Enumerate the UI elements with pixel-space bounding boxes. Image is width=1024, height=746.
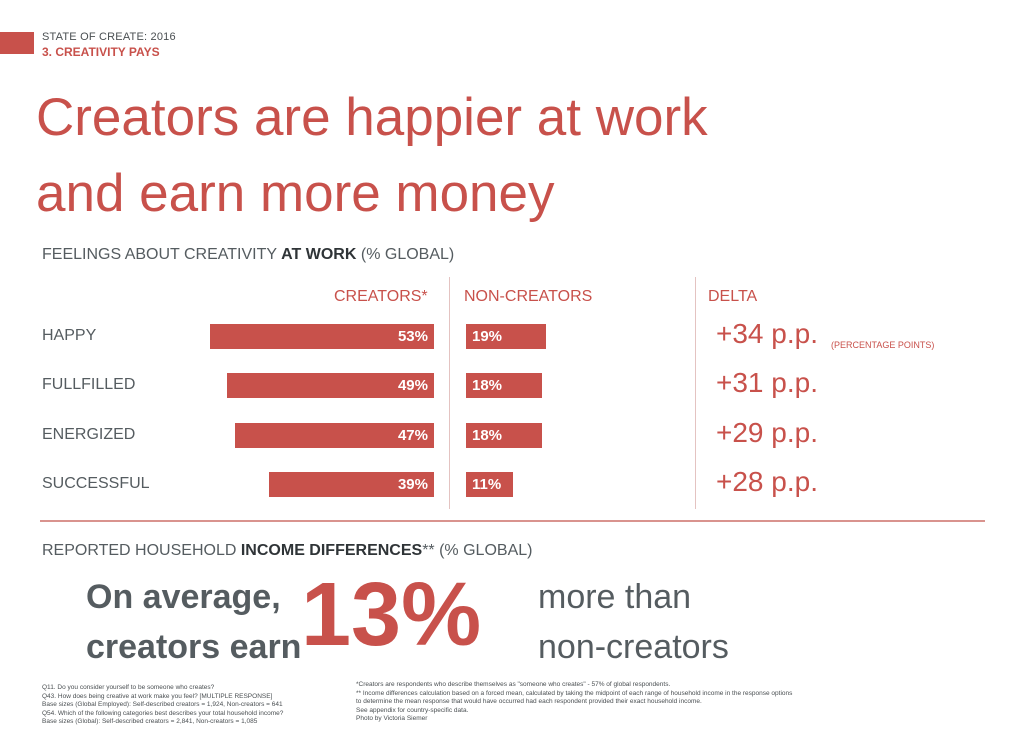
column-header-creators: CREATORS* xyxy=(334,288,428,305)
income-difference-value: 13% xyxy=(301,565,482,665)
column-header-noncreators: NON-CREATORS xyxy=(464,288,593,305)
feelings-bar-chart: HAPPY 53% 19% +34 p.p. FULLFILLED 49% 18% +31 p… xyxy=(42,318,818,497)
income-subtitle-pre: REPORTED HOUSEHOLD xyxy=(42,542,241,559)
bar-value-label: 18% xyxy=(472,427,503,444)
income-subtitle-bold: INCOME DIFFERENCES xyxy=(240,542,423,559)
bar-noncreators: 19% xyxy=(466,324,546,349)
footnotes-right: *Creators are respondents who describe t… xyxy=(356,681,792,724)
bar-value-label: 11% xyxy=(472,476,502,493)
bar-noncreators: 18% xyxy=(466,373,542,398)
income-subtitle: REPORTED HOUSEHOLD INCOME DIFFERENCES** … xyxy=(42,542,532,560)
section-divider xyxy=(40,520,985,522)
footnote-line: Base sizes (Global Employed): Self-descr… xyxy=(42,701,283,708)
income-right-line-2: non-creators xyxy=(538,628,729,666)
footnotes-left: Q11. Do you consider yourself to be some… xyxy=(42,684,283,727)
bar-value-label: 18% xyxy=(472,377,503,394)
delta-value: +29 p.p. xyxy=(716,417,818,448)
bar-creators: 53% xyxy=(210,324,434,349)
headline-line-2: and earn more money xyxy=(36,164,555,223)
footnote-line: *Creators are respondents who describe t… xyxy=(356,681,671,688)
footnote-line: Q54. Which of the following categories b… xyxy=(42,709,284,717)
row-label: ENERGIZED xyxy=(42,426,136,443)
row-label: HAPPY xyxy=(42,327,97,344)
bar-creators: 39% xyxy=(269,472,434,497)
bar-creators: 47% xyxy=(235,423,434,448)
bar-value-label: 47% xyxy=(397,427,428,444)
income-left-line-2: creators earn xyxy=(86,628,302,666)
row-label: FULLFILLED xyxy=(42,376,136,393)
delta-value: +34 p.p. xyxy=(716,318,818,349)
footnote-line: See appendix for country-specific data. xyxy=(356,706,469,714)
delta-value: +28 p.p. xyxy=(716,466,818,497)
feelings-subtitle-post: (% GLOBAL) xyxy=(356,246,455,263)
row-label: SUCCESSFUL xyxy=(42,475,150,492)
footnote-line: Q43. How does being creative at work mak… xyxy=(42,692,273,700)
column-header-delta: DELTA xyxy=(708,288,758,305)
header-accent-bar xyxy=(0,32,34,54)
column-divider xyxy=(695,277,696,509)
bar-value-label: 19% xyxy=(472,328,503,345)
bar-creators: 49% xyxy=(227,373,434,398)
footnote-line: Q11. Do you consider yourself to be some… xyxy=(42,684,215,691)
feelings-subtitle: FEELINGS ABOUT CREATIVITY AT WORK (% GLO… xyxy=(42,246,454,264)
income-subtitle-post: ** (% GLOBAL) xyxy=(422,542,533,559)
footnote-line: to determine the mean response that woul… xyxy=(356,698,702,705)
footnote-line: Base sizes (Global): Self-described crea… xyxy=(42,718,258,725)
feelings-subtitle-bold: AT WORK xyxy=(281,246,357,263)
bar-noncreators: 18% xyxy=(466,423,542,448)
feelings-subtitle-pre: FEELINGS ABOUT CREATIVITY xyxy=(42,246,282,263)
section-title: 3. CREATIVITY PAYS xyxy=(42,45,160,59)
bar-value-label: 53% xyxy=(397,328,428,345)
delta-unit-note: (PERCENTAGE POINTS) xyxy=(831,340,935,350)
bar-value-label: 49% xyxy=(397,377,428,394)
footnote-line: ** Income differences calculation based … xyxy=(356,689,793,697)
income-left-line-1: On average, xyxy=(86,578,281,616)
delta-value: +31 p.p. xyxy=(716,367,818,398)
bar-value-label: 39% xyxy=(397,476,428,493)
column-divider xyxy=(449,277,450,509)
bar-noncreators: 11% xyxy=(466,472,513,497)
footnote-line: Photo by Victoria Siemer xyxy=(356,715,428,722)
report-supertitle: STATE OF CREATE: 2016 xyxy=(42,31,176,43)
income-right-line-1: more than xyxy=(538,578,692,616)
headline-line-1: Creators are happier at work xyxy=(36,88,708,147)
